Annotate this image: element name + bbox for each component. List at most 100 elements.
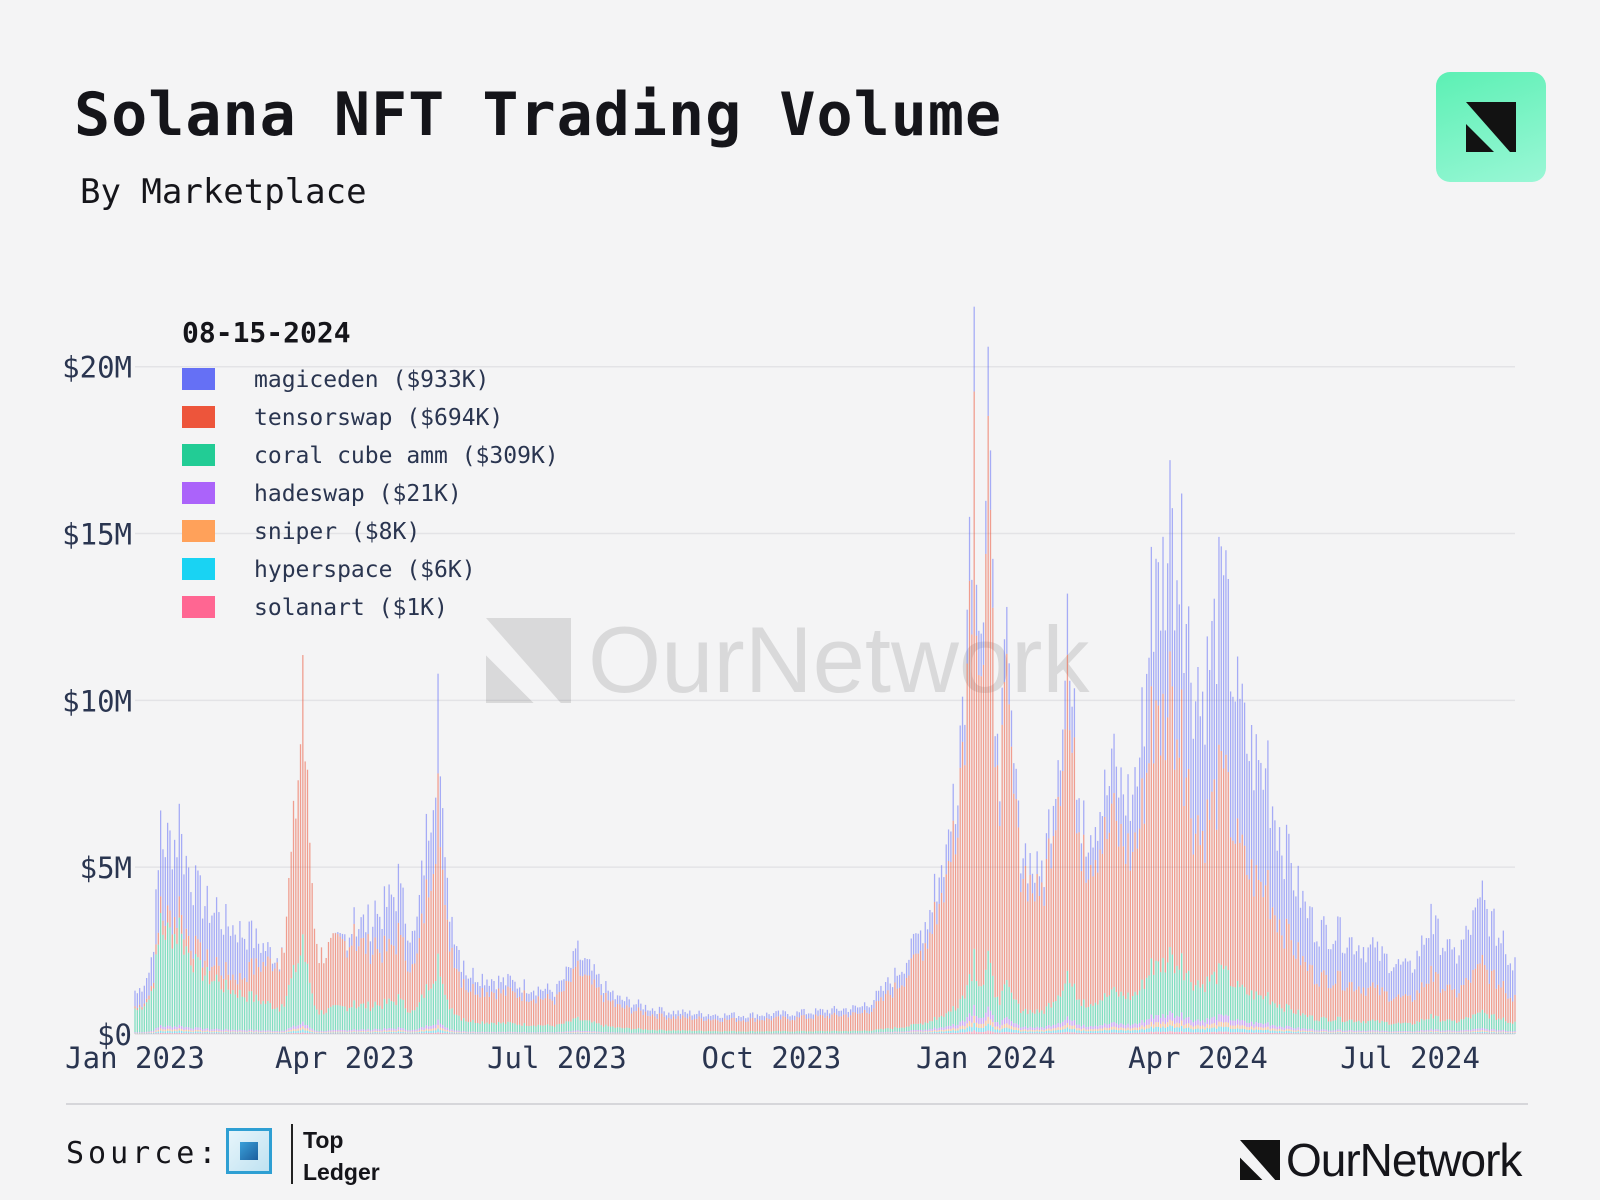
legend-swatch (182, 368, 215, 390)
bar-segment-coral-cube-amm (978, 986, 980, 1018)
bar-segment-magiceden (402, 887, 404, 938)
day-bar (220, 929, 222, 1034)
bar-segment-magiceden (1181, 493, 1183, 690)
bar-segment-sniper (1178, 1023, 1180, 1028)
bar-segment-tensorswap (535, 1003, 537, 1027)
day-bar (735, 1018, 738, 1035)
bar-segment-tensorswap (544, 998, 546, 1026)
bar-segment-magiceden (712, 1015, 714, 1020)
bar-segment-hyperspace (1178, 1027, 1180, 1032)
bar-segment-hadeswap (1486, 1029, 1488, 1031)
bar-segment-solanart (1323, 1033, 1325, 1034)
day-bar (579, 959, 581, 1034)
bar-segment-magiceden (1013, 763, 1015, 794)
bar-segment-tensorswap (1052, 836, 1055, 1003)
bar-segment-solanart (225, 1033, 227, 1034)
day-bar (1225, 550, 1227, 1034)
bar-segment-sniper (1164, 1023, 1166, 1028)
bar-segment-tensorswap (1351, 982, 1353, 1020)
day-bar (281, 947, 283, 1034)
bar-segment-hyperspace (901, 1033, 903, 1034)
bar-segment-magiceden (1106, 795, 1108, 840)
bar-segment-hadeswap (915, 1029, 917, 1032)
bar-segment-magiceden (348, 937, 351, 948)
bar-segment-tensorswap (663, 1016, 665, 1031)
bar-segment-tensorswap (945, 874, 947, 1014)
bar-segment-magiceden (1160, 630, 1162, 756)
bar-segment-magiceden (1502, 930, 1504, 982)
bar-segment-magiceden (1241, 683, 1243, 835)
bar-segment-magiceden (173, 839, 176, 918)
bar-segment-solanart (199, 1033, 201, 1034)
bar-segment-solanart (1052, 1032, 1055, 1034)
bar-segment-tensorswap (1274, 915, 1276, 1004)
day-bar (1027, 883, 1029, 1034)
bar-segment-magiceden (400, 883, 402, 935)
bar-segment-tensorswap (442, 869, 444, 984)
bar-segment-magiceden (372, 926, 374, 955)
day-bar (567, 967, 570, 1034)
day-bar (1227, 578, 1229, 1034)
bar-segment-sniper (1395, 1032, 1397, 1033)
bar-segment-tensorswap (1299, 965, 1302, 1016)
day-bar (1122, 794, 1125, 1034)
bar-segment-solanart (1087, 1033, 1090, 1034)
bar-segment-sniper (157, 1029, 159, 1032)
bar-segment-hyperspace (246, 1032, 248, 1034)
bar-segment-hyperspace (365, 1032, 367, 1034)
day-bar (728, 1014, 731, 1035)
bar-segment-coral-cube-amm (971, 981, 973, 1016)
bar-segment-hadeswap (290, 1027, 292, 1030)
bar-segment-hyperspace (971, 1027, 973, 1032)
day-bar (190, 892, 192, 1034)
bar-segment-hadeswap (143, 1032, 145, 1033)
bar-segment-tensorswap (435, 864, 437, 982)
day-bar (584, 958, 586, 1034)
day-bar (1129, 820, 1132, 1034)
bar-segment-sniper (486, 1032, 488, 1034)
bar-segment-sniper (912, 1031, 915, 1033)
bar-segment-sniper (1493, 1030, 1495, 1033)
day-bar (756, 1014, 759, 1035)
bar-segment-coral-cube-amm (1432, 1018, 1435, 1030)
bar-segment-hyperspace (523, 1033, 525, 1034)
bar-segment-sniper (1463, 1031, 1465, 1033)
day-bar (740, 1017, 742, 1035)
bar-segment-tensorswap (987, 415, 989, 951)
day-bar (227, 926, 229, 1034)
day-bar (656, 1014, 658, 1035)
bar-segment-solanart (1006, 1031, 1008, 1034)
bar-segment-coral-cube-amm (1318, 1021, 1320, 1031)
bar-segment-hadeswap (1358, 1030, 1360, 1032)
bar-segment-coral-cube-amm (388, 998, 390, 1029)
bar-segment-sniper (908, 1032, 910, 1033)
bar-segment-sniper (337, 1031, 339, 1033)
bar-segment-hadeswap (379, 1029, 381, 1032)
bar-segment-coral-cube-amm (465, 1021, 467, 1032)
bar-segment-hadeswap (141, 1032, 143, 1033)
bar-segment-magiceden (663, 1011, 665, 1017)
bar-segment-hadeswap (1183, 1019, 1185, 1025)
bar-segment-sniper (402, 1030, 404, 1032)
bar-segment-hyperspace (1136, 1030, 1138, 1033)
bar-segment-hadeswap (374, 1028, 376, 1031)
bar-segment-sniper (509, 1032, 511, 1034)
bar-segment-magiceden (362, 914, 365, 938)
bar-segment-hadeswap (563, 1031, 565, 1033)
day-bar (707, 1014, 710, 1035)
bar-segment-sniper (353, 1030, 355, 1033)
bar-segment-sniper (302, 1026, 304, 1030)
day-bar (780, 1014, 782, 1035)
bar-segment-tensorswap (232, 974, 234, 991)
bar-segment-solanart (1199, 1032, 1201, 1034)
bar-segment-hyperspace (176, 1031, 178, 1034)
bar-segment-sniper (234, 1031, 236, 1033)
bar-segment-solanart (1003, 1032, 1006, 1034)
bar-segment-sniper (957, 1028, 959, 1031)
bar-segment-solanart (1136, 1032, 1138, 1034)
bar-segment-coral-cube-amm (742, 1031, 745, 1034)
bar-segment-tensorswap (968, 580, 971, 975)
bar-segment-sniper (546, 1032, 549, 1034)
bar-segment-magiceden (733, 1012, 735, 1018)
bar-segment-hadeswap (197, 1027, 199, 1030)
